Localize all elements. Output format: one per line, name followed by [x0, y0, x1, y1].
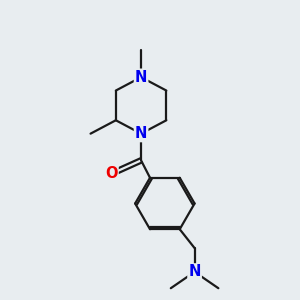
- Text: N: N: [135, 126, 147, 141]
- Text: N: N: [135, 70, 147, 85]
- Text: N: N: [188, 264, 201, 279]
- Text: O: O: [105, 166, 118, 181]
